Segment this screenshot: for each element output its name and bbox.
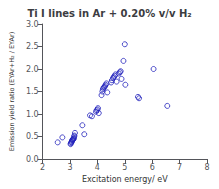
svg-text:0.0: 0.0 <box>26 155 39 164</box>
svg-text:2.5: 2.5 <box>26 42 39 51</box>
svg-text:6: 6 <box>150 163 155 172</box>
svg-text:3: 3 <box>67 163 72 172</box>
svg-text:0.5: 0.5 <box>26 132 39 141</box>
svg-text:Ti I lines in Ar + 0.20% v/v H: Ti I lines in Ar + 0.20% v/v H₂ <box>27 8 191 19</box>
svg-text:Excitation energy/ eV: Excitation energy/ eV <box>82 175 168 184</box>
svg-text:2: 2 <box>40 163 45 172</box>
svg-text:2.0: 2.0 <box>26 65 39 74</box>
svg-text:4: 4 <box>95 163 100 172</box>
svg-text:1.5: 1.5 <box>26 87 39 96</box>
svg-text:3.0: 3.0 <box>26 20 39 29</box>
svg-text:5: 5 <box>122 163 127 172</box>
svg-text:8: 8 <box>204 163 209 172</box>
svg-text:Emission yield ratio (EYAr+H₂: Emission yield ratio (EYAr+H₂ / EYAr) <box>8 32 16 151</box>
svg-text:7: 7 <box>177 163 182 172</box>
svg-text:1.0: 1.0 <box>26 110 39 119</box>
